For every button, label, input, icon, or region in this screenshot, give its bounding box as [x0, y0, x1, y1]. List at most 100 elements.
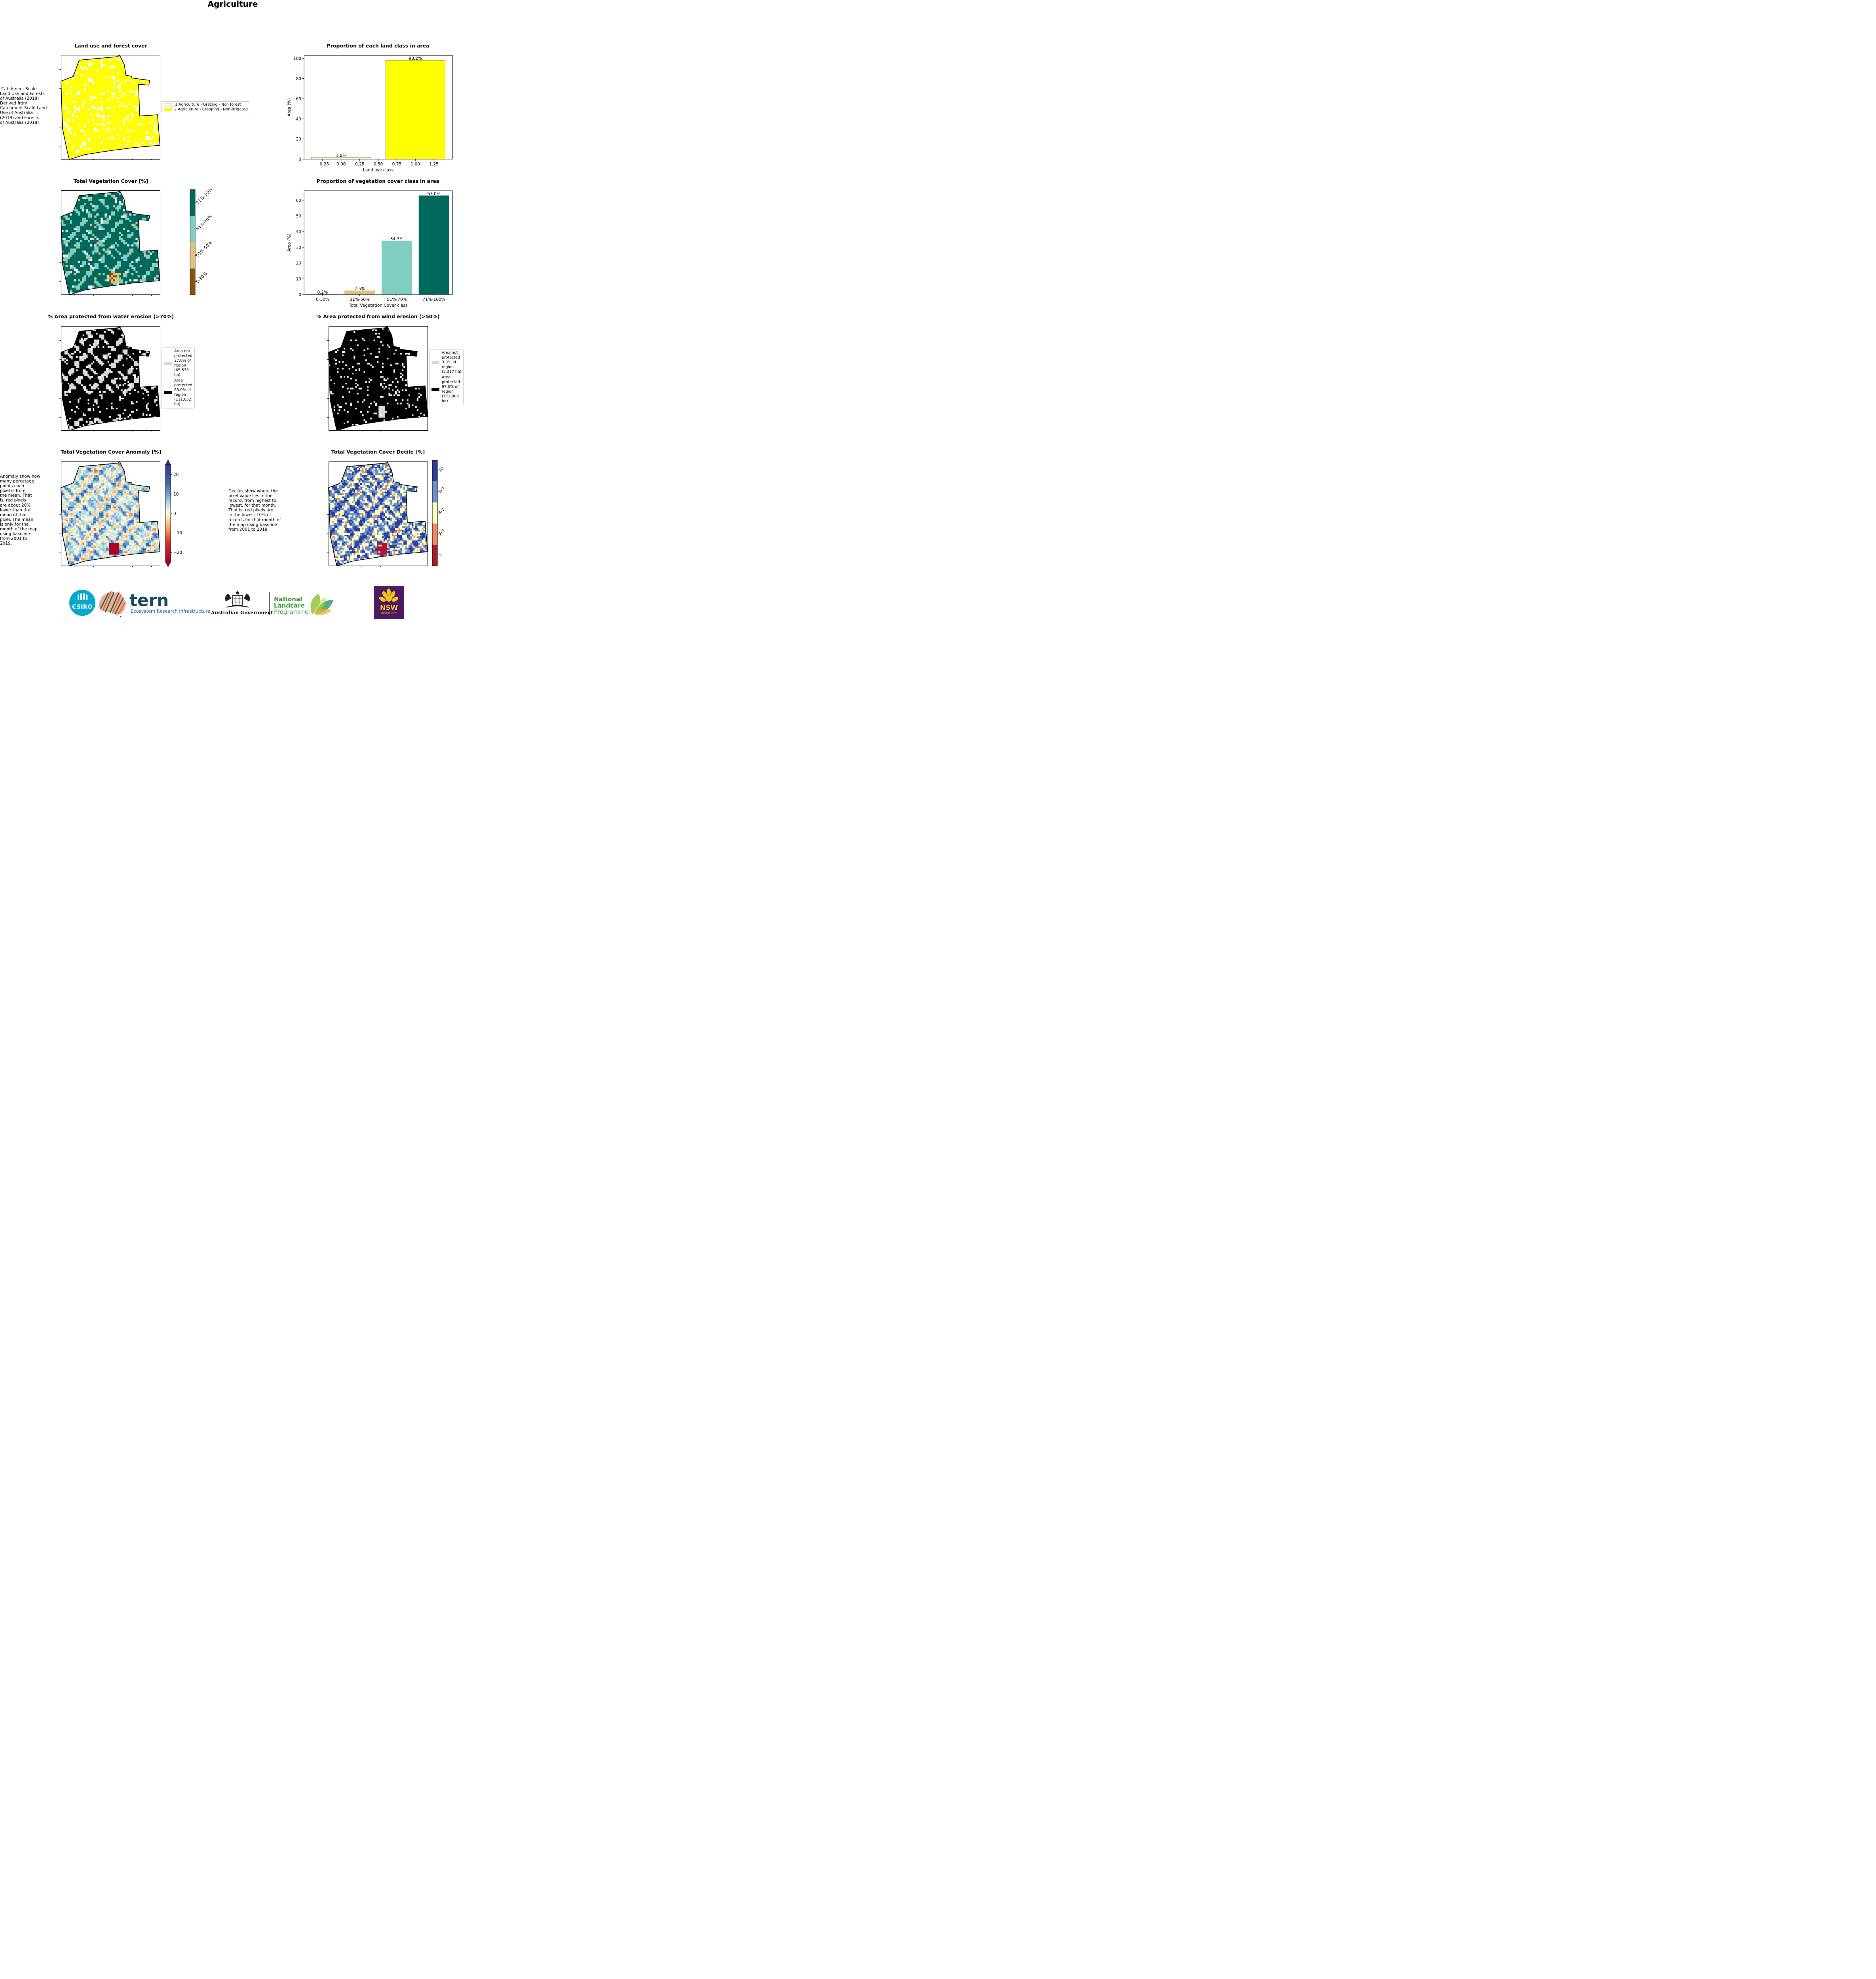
tvc-colorbar-label-0: 0-30% [196, 271, 208, 284]
y-tick-label: 30 [296, 245, 301, 250]
y-tick-label: 60 [296, 97, 301, 101]
tvc-map [59, 190, 160, 296]
y-tick-label: 0 [298, 292, 301, 297]
water-raster [61, 326, 160, 431]
water-erosion-map [59, 325, 160, 431]
legend-item-grazing: 1 Agriculture - Grazing - Non forest [164, 103, 248, 107]
x-tick-label: 1.00 [411, 162, 420, 167]
decile-map-title: Total Vegetation Cover Decile [%] [311, 449, 445, 455]
legend-label: Area not protected 37.0% of region (65,5… [174, 349, 192, 378]
anomaly-tick-label-1: 10 [173, 492, 179, 497]
anomaly-map-frame [61, 462, 160, 566]
csiro-mark-icon [78, 593, 87, 600]
legend-swatch [164, 391, 172, 394]
landcare-leaf-icon [310, 594, 333, 615]
waratah-icon [379, 589, 399, 602]
decile-colorbar-segment-2 [432, 502, 437, 524]
anomaly-tick-label-3: −10 [173, 531, 182, 536]
tvc-colorbar-segment-1 [190, 242, 195, 269]
landclass-chart-title: Proportion of each land class in area [301, 43, 455, 49]
legend-label: 1 Agriculture - Grazing - Non forest [175, 103, 241, 107]
anomaly-note: Anomaly show how many percetage points e… [0, 474, 40, 546]
wind-erosion-title: % Area protected from wind erosion (>50%… [299, 313, 457, 319]
x-tick-label: 0.75 [392, 162, 401, 167]
landcare-line-1: National [274, 596, 308, 602]
bar-3 [418, 195, 449, 294]
anomaly-tick-label-2: 0 [173, 511, 176, 516]
y-tick-label: 40 [296, 117, 301, 122]
bar-value-label-2: 34.3% [390, 237, 403, 241]
anomaly-tick-label-0: 20 [173, 473, 179, 477]
bar-1 [385, 60, 445, 160]
bar-2 [381, 240, 412, 294]
tvc-colorbar-frame [190, 189, 196, 295]
csiro-wordmark: CSIRO [69, 603, 95, 610]
x-tick-label: 0.25 [355, 162, 364, 167]
legend-item-not-protected: Area not protected 3.0% of region (5,317… [431, 351, 461, 374]
decile-colorbar-label-0: 1 [438, 552, 443, 557]
bar-value-label-0: 0.2% [317, 290, 328, 295]
landuse-map-title: Land use and forest cover [51, 43, 170, 49]
legend-item-protected: Area protected 97.0% of region (171,908 … [431, 375, 461, 404]
legend-label: Area not protected 3.0% of region (5,317… [442, 351, 461, 374]
decile-colorbar-segment-3 [432, 481, 437, 503]
legend-item-protected: Area protected 63.0% of region (111,652 … [164, 378, 192, 407]
x-axis-label: Land use class [363, 168, 393, 173]
y-tick-label: 20 [296, 137, 301, 142]
tvc-colorbar-segment-2 [190, 216, 195, 242]
national-landcare-wordmark: National Landcare Programme [274, 596, 308, 615]
legend-swatch [431, 361, 439, 364]
bar-1 [344, 291, 375, 294]
y-tick-label: 50 [296, 214, 301, 219]
tvc-map-frame [61, 190, 160, 295]
logo-divider [269, 592, 270, 615]
x-tick-label: 1.25 [429, 162, 438, 167]
landuse-note: Catchment Scale Land Use and Forests of … [0, 87, 47, 125]
water-map-frame [61, 326, 160, 431]
y-tick-label: 100 [293, 57, 301, 61]
tern-subtitle: Ecosystem Research Infrastructure [131, 608, 210, 614]
legend-swatch [164, 103, 173, 107]
x-tick-label: 31%-50% [350, 297, 369, 302]
tvc-colorbar-segment-0 [190, 268, 195, 295]
landcare-line-2: Landcare [274, 602, 308, 609]
landuse-map-frame [61, 55, 160, 160]
landuse-raster [61, 55, 160, 160]
landcare-line-3: Programme [274, 609, 308, 615]
y-tick-label: 20 [296, 261, 301, 266]
coat-of-arms-icon [225, 591, 250, 608]
x-tick-label: 0.00 [336, 162, 346, 167]
tvc-colorbar-label-2: 51%-70% [196, 214, 213, 232]
anomaly-map [59, 461, 160, 567]
landclass-bar-chart: 1.8% 98.2% 0 20 40 60 80 100 −0.25 0.00 0.25 0.50 0.… [287, 55, 453, 173]
bar-value-label-0: 1.8% [336, 153, 346, 158]
legend-item-cropping: 2 Agriculture - Cropping - Non-irrigated [164, 107, 248, 112]
nsw-wordmark: NSW [374, 604, 404, 612]
landuse-map [59, 54, 160, 160]
decile-colorbar: 1 2-3 4-7 8-9 10 [432, 460, 446, 566]
decile-colorbar-segment-1 [432, 523, 437, 545]
decile-raster [329, 462, 428, 566]
bar-value-label-3: 63.0% [427, 192, 440, 196]
australian-government-wordmark: Australian Government [211, 610, 273, 615]
anomaly-colorbar: 20 10 0 −10 −20 [165, 460, 182, 567]
tvc-raster [61, 190, 160, 295]
wind-erosion-map [327, 325, 428, 431]
page-title: Agriculture [0, 0, 466, 9]
decile-colorbar-label-1: 2-3 [438, 528, 446, 537]
y-axis-label: Area (%) [287, 234, 292, 252]
decile-colorbar-label-4: 10 [438, 466, 445, 473]
tvc-colorbar-label-1: 31%-50% [196, 240, 213, 258]
tvc-colorbar-label-3: 71%-100% [196, 189, 215, 205]
bar-value-label-1: 2.5% [354, 287, 365, 291]
anomaly-gradient [165, 464, 171, 562]
tvc-colorbar-segment-3 [190, 190, 195, 216]
water-erosion-title: % Area protected from water erosion (>70… [32, 313, 190, 319]
anomaly-extend-bottom [165, 562, 171, 567]
tvc-colorbar: 0-30% 31%-50% 51%-70% 71%-100% [190, 189, 215, 295]
decile-colorbar-frame [432, 460, 438, 566]
legend-swatch [431, 388, 439, 391]
x-tick-label: 51%-70% [387, 297, 407, 302]
csiro-logo: CSIRO [69, 590, 95, 616]
x-tick-label: 71%-100% [423, 297, 445, 302]
